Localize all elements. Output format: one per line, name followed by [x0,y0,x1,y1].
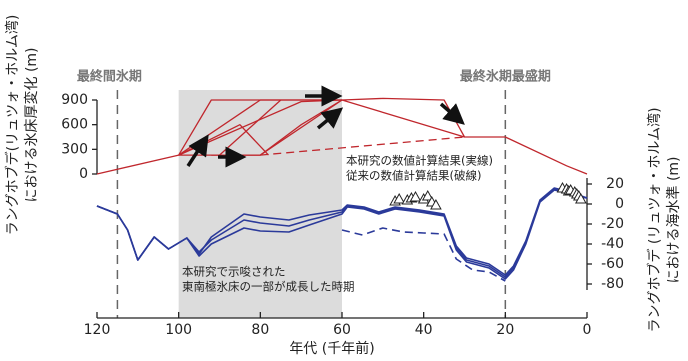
x-tick-label: 60 [333,322,351,338]
y2-tick-label: -20 [601,216,624,232]
x-tick-label: 0 [583,322,592,338]
arrows [186,85,465,168]
x-tick-label: 100 [165,322,192,338]
ice-thickness-line [96,97,588,175]
model-label: 本研究の数値計算結果(実線) [346,154,493,168]
ice-thickness-line [260,136,465,156]
data-point [409,190,422,202]
x-axis-label: 年代 (千年前) [289,340,374,357]
period-label: 本研究で示唆された [182,265,286,279]
data-point [575,192,587,204]
y2-tick-label: -40 [601,236,624,252]
sea-level-line [341,227,506,282]
shaded-period [178,90,342,318]
data-point [393,192,406,204]
ice-thickness-line [219,99,282,156]
period-label: 東南極氷床の一部が成長した時期 [182,280,355,294]
data-point [430,198,442,210]
arrow [439,102,465,125]
era-label: 最終間氷期 [77,69,142,85]
y-tick-label: 900 [61,92,88,108]
arrow [316,107,344,130]
y2-tick-label: 0 [615,196,624,212]
y2-axis-label: ラングホブデ (リュツォ・ホルム湾) [646,107,663,332]
y-tick-label: 0 [79,166,88,182]
y2-axis-label: における海水準 (m) [666,156,682,283]
y2-tick-label: 20 [606,176,624,192]
sea-level-line [96,189,588,280]
y-axis-label: における氷床厚変化 (m) [23,47,40,202]
arrow [186,134,209,167]
background [116,90,507,318]
plot [92,97,592,319]
y2-tick-label: -60 [601,256,624,272]
ice-thickness-line [178,99,465,156]
x-tick-label: 20 [496,322,514,338]
y-axis-label: ラングホブデ(リュツォ・ホルム湾) [4,15,21,236]
model-label: 従来の数値計算結果(破線) [346,169,481,183]
y-tick-label: 300 [61,141,88,157]
x-tick-label: 40 [415,322,433,338]
x-tick-label: 120 [84,322,111,338]
x-tick-label: 80 [251,322,269,338]
era-label: 最終氷期最盛期 [460,69,551,85]
y2-tick-label: -80 [601,276,624,292]
data-point [421,189,434,201]
y-tick-label: 600 [61,117,88,133]
